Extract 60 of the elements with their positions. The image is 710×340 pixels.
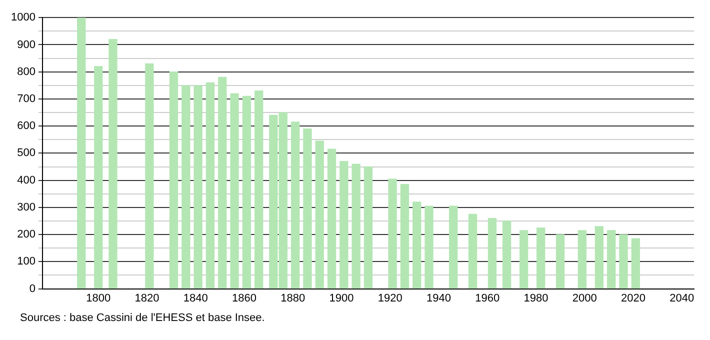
y-tick-label: 100 [17, 256, 36, 268]
bar [364, 166, 373, 289]
bar [327, 148, 336, 289]
bar [145, 63, 154, 289]
y-tick-label: 500 [17, 147, 36, 160]
bar [242, 96, 252, 289]
y-tick-label: 0 [29, 282, 36, 295]
bar [388, 178, 397, 289]
bar [594, 226, 604, 289]
bar [94, 66, 103, 289]
x-tick-label: 1800 [86, 292, 111, 304]
bar [502, 220, 512, 289]
source-note: Sources : base Cassini de l'EHESS et base Insee. [20, 312, 266, 324]
x-tick-label: 1880 [280, 292, 306, 304]
y-tick-label: 600 [17, 120, 36, 132]
y-tick-label: 700 [17, 92, 36, 105]
bar [424, 206, 434, 289]
y-tick-label: 200 [17, 228, 36, 241]
bar [488, 218, 497, 289]
y-tick-label: 800 [17, 66, 36, 78]
bar [218, 76, 227, 289]
bar [206, 82, 215, 289]
x-tick-label: 1980 [524, 292, 548, 304]
x-tick-label: 1820 [134, 292, 160, 304]
x-tick-label: 1960 [475, 292, 500, 304]
bar [536, 227, 546, 289]
x-tick-label: 1920 [378, 292, 402, 304]
bar [519, 230, 528, 289]
bar [340, 161, 348, 289]
bar [194, 85, 202, 289]
bar [315, 140, 324, 289]
bar [182, 85, 190, 289]
x-tick-label: 2020 [620, 292, 646, 304]
bar [169, 72, 178, 289]
bar [468, 214, 478, 289]
bar [230, 93, 239, 289]
bar [108, 38, 118, 289]
x-tick-label: 1900 [329, 292, 354, 304]
bar [556, 234, 565, 289]
bar [303, 128, 312, 289]
bar [290, 122, 300, 289]
y-tick-label: 400 [17, 174, 36, 186]
bar [607, 230, 616, 289]
bar [631, 238, 640, 289]
bar [254, 90, 264, 289]
x-tick-label: 1840 [183, 292, 208, 304]
y-tick-label: 900 [17, 38, 36, 51]
bar [412, 202, 422, 289]
x-tick-label: 2040 [670, 292, 694, 304]
x-tick-label: 1940 [426, 292, 451, 304]
bar [352, 164, 360, 289]
y-tick-label: 300 [17, 201, 36, 214]
bar [400, 184, 410, 289]
bar [448, 206, 458, 289]
x-tick-label: 1860 [232, 292, 256, 304]
bar [578, 230, 586, 289]
x-tick-label: 2000 [572, 292, 597, 304]
bar [619, 234, 628, 289]
bar [77, 18, 86, 289]
y-tick-label: 1000 [10, 12, 36, 24]
